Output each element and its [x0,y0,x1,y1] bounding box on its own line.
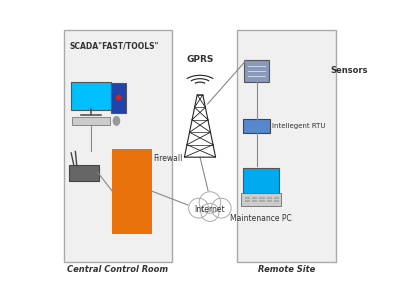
Circle shape [201,203,219,221]
FancyBboxPatch shape [111,83,126,113]
Text: Remote Site: Remote Site [258,265,315,274]
Text: GPRS: GPRS [186,55,214,64]
Bar [112,149,152,234]
FancyBboxPatch shape [71,82,111,110]
Bar [274,200,279,202]
FancyBboxPatch shape [72,117,110,125]
Bar [260,200,264,202]
Text: Internet: Internet [195,205,225,214]
FancyBboxPatch shape [69,165,99,181]
Text: Maintenance PC: Maintenance PC [230,214,292,223]
Bar [274,197,279,199]
Bar [252,197,258,199]
Bar [245,200,250,202]
Circle shape [211,198,231,218]
Bar [266,200,272,202]
Bar [266,197,272,199]
Bar [260,197,264,199]
Circle shape [189,198,208,218]
Text: SCADA"FAST/TOOLS": SCADA"FAST/TOOLS" [70,41,159,50]
Bar [245,197,250,199]
Ellipse shape [113,117,120,125]
Circle shape [116,96,121,100]
FancyBboxPatch shape [244,60,269,82]
Text: Central Control Room: Central Control Room [67,265,168,274]
FancyBboxPatch shape [243,120,270,132]
Text: Intellegent RTU: Intellegent RTU [272,123,326,129]
Circle shape [199,192,221,213]
FancyBboxPatch shape [237,30,336,262]
FancyBboxPatch shape [240,193,281,206]
Text: Firewall: Firewall [153,154,183,163]
FancyBboxPatch shape [243,168,279,195]
Bar [252,200,258,202]
Text: Sensors: Sensors [330,66,368,75]
FancyBboxPatch shape [64,30,172,262]
